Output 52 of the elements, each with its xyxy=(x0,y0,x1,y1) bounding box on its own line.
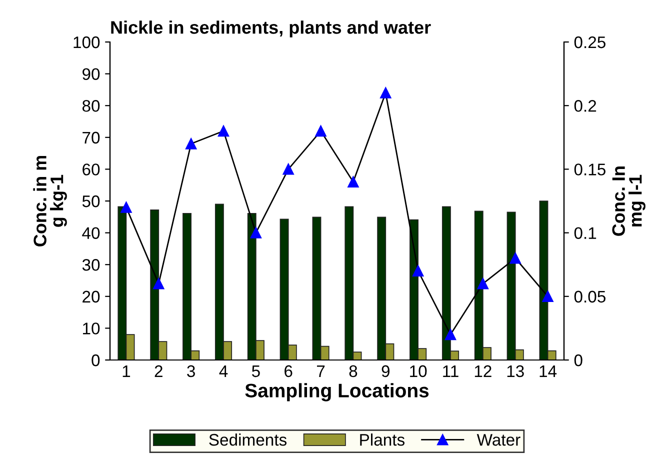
y-tick-label: 50 xyxy=(82,195,100,208)
point xyxy=(412,265,424,277)
y-axis-title: Conc. in m g kg-1 xyxy=(33,156,67,246)
legend-label: Water xyxy=(476,434,520,446)
point xyxy=(153,278,164,290)
point xyxy=(250,227,262,238)
point xyxy=(315,125,326,137)
y2-tick-label: 0.2 xyxy=(574,100,596,112)
point xyxy=(510,252,521,264)
y2-tick-label: 0.05 xyxy=(574,290,606,303)
y-tick-label: 30 xyxy=(82,259,100,271)
y2-tick-label: 0.25 xyxy=(574,36,606,48)
point xyxy=(120,202,132,213)
y-tick-label: 20 xyxy=(82,290,100,303)
point xyxy=(542,290,554,302)
x-axis-title: Sampling Locations xyxy=(245,383,429,402)
x-tick-label: 3 xyxy=(187,365,195,378)
x-tick-label: 14 xyxy=(540,365,557,377)
y-tick-label: 100 xyxy=(74,36,100,48)
legend-label: Plants xyxy=(360,433,405,446)
y-tick-label: 80 xyxy=(82,100,100,112)
y-tick-label: 10 xyxy=(83,322,100,334)
y2-tick-label: 0.15 xyxy=(574,164,606,176)
x-tick-label: 1 xyxy=(122,365,130,377)
point xyxy=(348,176,359,188)
x-tick-label: 9 xyxy=(382,365,390,378)
chart-title: Nickle in sediments, plants and water xyxy=(111,20,431,38)
point xyxy=(477,278,488,290)
point xyxy=(380,87,392,98)
y-tick-label: 0 xyxy=(92,354,100,366)
x-tick-label: 11 xyxy=(443,365,458,377)
point xyxy=(282,164,294,175)
x-tick-label: 12 xyxy=(474,365,492,377)
y-tick-label: 40 xyxy=(82,227,100,240)
x-tick-label: 4 xyxy=(219,365,228,377)
x-tick-label: 5 xyxy=(252,365,260,378)
point xyxy=(218,125,230,137)
y-tick-label: 90 xyxy=(82,68,100,80)
y2-tick-label: 0.1 xyxy=(574,227,596,240)
legend-label: Sediments xyxy=(209,433,287,446)
y2-axis-title: Conc. In mg l-1 xyxy=(612,166,646,236)
x-tick-label: 13 xyxy=(507,365,524,378)
y-tick-label: 70 xyxy=(82,132,100,144)
x-tick-label: 10 xyxy=(410,365,427,378)
y2-tick-label: 0 xyxy=(574,354,582,366)
x-tick-label: 7 xyxy=(317,365,325,377)
y-tick-label: 60 xyxy=(82,164,100,176)
x-tick-label: 8 xyxy=(349,365,358,378)
point xyxy=(444,329,456,340)
x-tick-label: 6 xyxy=(284,365,292,378)
point xyxy=(186,138,197,150)
x-tick-label: 2 xyxy=(154,365,162,377)
